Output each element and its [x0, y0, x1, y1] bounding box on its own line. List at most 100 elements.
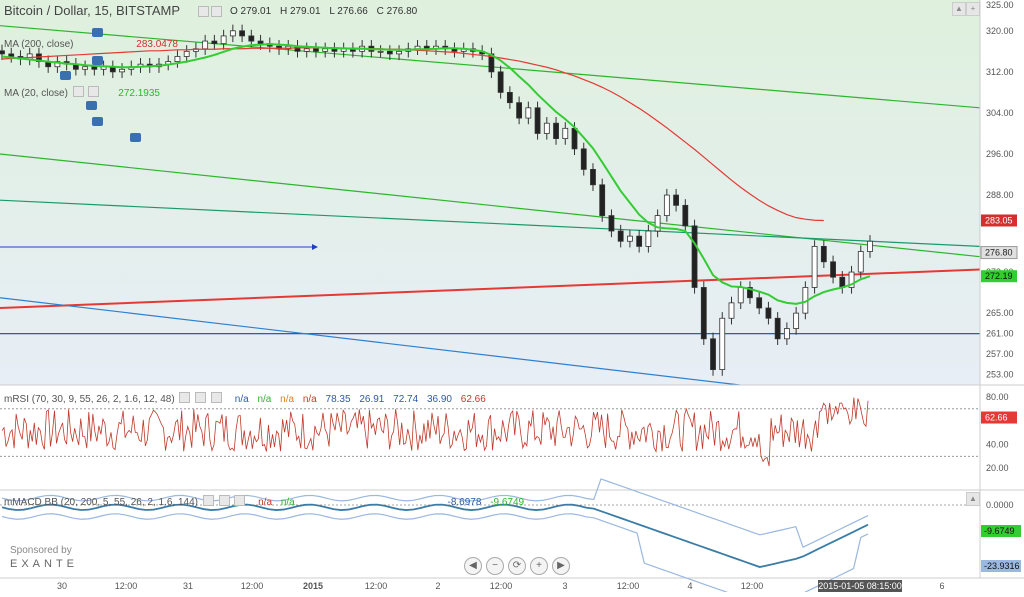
macd-settings-icon[interactable] — [202, 495, 214, 506]
visibility-eye-icon[interactable] — [92, 117, 103, 126]
candle-body — [174, 56, 181, 63]
candle-body — [756, 297, 763, 309]
rsi-tick-label: 80.00 — [986, 392, 1009, 402]
candle-body — [848, 271, 855, 288]
rsi-format-icon[interactable] — [195, 392, 207, 403]
ohlc-high: H 279.01 — [279, 6, 321, 17]
macd-upper-band — [1, 478, 869, 549]
x-tick-label: 12:00 — [617, 581, 640, 591]
x-tick-label: 30 — [57, 581, 67, 591]
candle-body — [91, 66, 98, 70]
x-tick-label: 12:00 — [365, 581, 388, 591]
trendline — [0, 199, 981, 247]
arrow-head — [312, 244, 318, 250]
candle-body — [534, 107, 541, 134]
indicator-ma200[interactable]: MA (200, close) 283.0478 — [4, 39, 178, 50]
candle-body — [719, 317, 726, 370]
macd-lower-band — [1, 513, 869, 597]
chart-navigation[interactable]: ◀ − ⟳ + ▶ — [464, 555, 574, 575]
rsi-legend[interactable]: mRSI (70, 30, 9, 55, 26, 2, 1.6, 12, 48)… — [4, 392, 486, 405]
x-tick-label: 2 — [435, 581, 440, 591]
candle-body — [617, 230, 624, 242]
zoom-out-icon[interactable]: − — [486, 557, 504, 575]
indicator-ma20-close-icon[interactable] — [88, 86, 100, 97]
compare-icon[interactable] — [211, 6, 222, 17]
macd-tick-label: 0.0000 — [986, 500, 1014, 510]
macd-pane-icon[interactable]: ▲ — [966, 492, 980, 506]
candle-body — [0, 50, 5, 55]
candle-body — [303, 48, 310, 52]
candle-body — [211, 40, 218, 45]
sponsor-label: Sponsored by — [10, 545, 72, 556]
price-tick-label: 312.00 — [986, 67, 1014, 77]
rsi-last-badge — [981, 411, 1017, 424]
price-tick-label: 304.00 — [986, 108, 1014, 118]
price-axis-bg — [980, 0, 1024, 385]
chart-title: Bitcoin / Dollar, 15, BITSTAMP — [4, 3, 181, 18]
visibility-eye-icon[interactable] — [86, 101, 97, 110]
macd-value: -8.6978 — [447, 497, 482, 508]
macd-line — [1, 503, 869, 568]
candle-body — [322, 48, 329, 52]
price-tick-label: 296.00 — [986, 149, 1014, 159]
scroll-right-icon[interactable]: ▶ — [552, 557, 570, 575]
rsi-label: mRSI (70, 30, 9, 55, 26, 2, 1.6, 12, 48) — [4, 394, 175, 405]
price-tick-label: 257.00 — [986, 349, 1014, 359]
visibility-eye-icon[interactable] — [92, 56, 103, 65]
rsi-close-icon[interactable] — [211, 392, 222, 403]
rsi-line — [1, 397, 869, 467]
visibility-eye-icon[interactable] — [92, 28, 103, 37]
trendline — [0, 153, 981, 258]
candle-body — [36, 53, 42, 63]
candle-body — [248, 35, 255, 42]
candle-body — [386, 50, 393, 55]
macd-legend[interactable]: mMACD BB (20, 200, 5, 55, 26, 2, 1.6, 14… — [4, 495, 524, 508]
candle-body — [26, 53, 33, 60]
ma20-line — [1, 43, 871, 305]
candle-body — [682, 204, 689, 227]
price-tick-label: 265.00 — [986, 308, 1014, 318]
indicator-ma200-label: MA (200, close) — [4, 39, 74, 50]
sponsor-brand[interactable]: EXANTE — [10, 558, 79, 570]
macd-close-icon[interactable] — [234, 495, 246, 506]
candle-body — [553, 122, 559, 139]
candle-body — [645, 230, 652, 247]
zoom-in-icon[interactable]: + — [530, 557, 548, 575]
visibility-eye-icon[interactable] — [60, 71, 71, 80]
rsi-value: 72.74 — [393, 394, 419, 405]
candle-body — [257, 40, 264, 45]
price-tick-label: 325.00 — [986, 0, 1014, 10]
macd-value: -9.6749 — [490, 497, 525, 508]
candle-body — [710, 338, 716, 370]
settings-icon[interactable] — [198, 6, 209, 17]
reset-icon[interactable]: ⟳ — [508, 557, 526, 575]
time-cursor-badge — [818, 580, 902, 592]
last-price-badge — [981, 214, 1017, 227]
rsi-value: 36.90 — [426, 394, 452, 405]
macd-last-badge — [981, 525, 1021, 537]
visibility-eye-icon[interactable] — [130, 133, 141, 142]
ohlc-readout: O 279.01 H 279.01 L 276.66 C 276.80 — [230, 6, 423, 17]
pane-maximize-icon[interactable]: + — [966, 2, 980, 16]
trendline — [0, 297, 740, 386]
rsi-value: 62.66 — [460, 394, 486, 405]
scroll-left-icon[interactable]: ◀ — [464, 557, 482, 575]
candle-body — [183, 50, 190, 57]
rsi-settings-icon[interactable] — [179, 392, 191, 403]
macd-format-icon[interactable] — [218, 495, 230, 506]
candle-body — [691, 225, 698, 288]
candle-body — [820, 245, 827, 263]
pane-up-icon[interactable]: ▲ — [952, 2, 966, 16]
indicator-ma20[interactable]: MA (20, close) 272.1935 — [4, 86, 160, 99]
candle-body — [54, 61, 61, 68]
macd-last-label: -9.6749 — [984, 526, 1015, 536]
candle-body — [580, 148, 587, 170]
rsi-tick-label: 20.00 — [986, 463, 1009, 473]
indicator-ma20-settings-icon[interactable] — [72, 86, 84, 97]
indicator-ma20-label: MA (20, close) — [4, 88, 68, 99]
price-tick-label: 288.00 — [986, 190, 1014, 200]
candle-body — [516, 102, 523, 119]
candle-body — [119, 68, 125, 73]
